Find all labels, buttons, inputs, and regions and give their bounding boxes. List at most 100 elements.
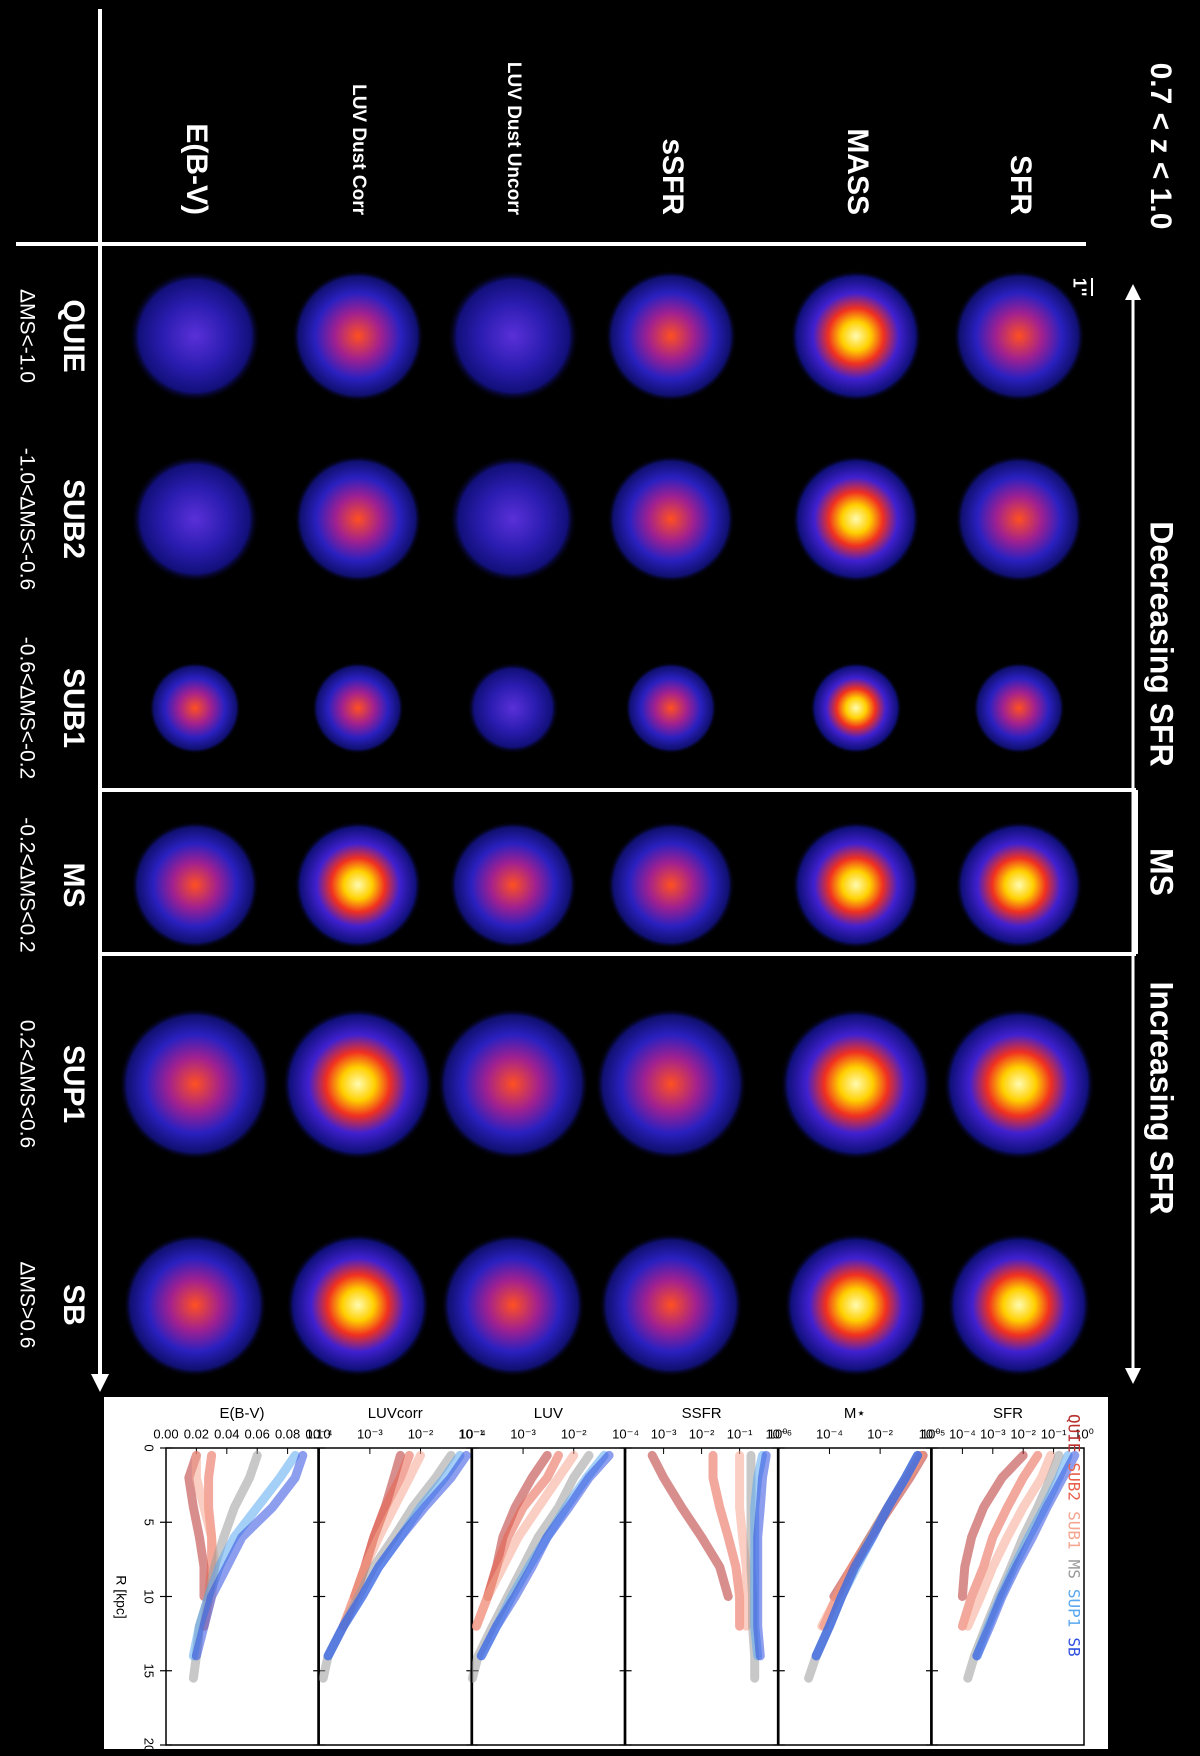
galaxy-map (286, 1233, 430, 1377)
column-label: SB (57, 1284, 90, 1326)
value-tick-label: 10⁻¹ (727, 1426, 753, 1441)
value-tick-label: 0.04 (214, 1426, 239, 1441)
value-tick-label: 0.00 (153, 1426, 178, 1441)
galaxy-map (792, 455, 920, 583)
panel-title: LUV (534, 1405, 563, 1422)
galaxy-map (595, 1008, 747, 1160)
r-axis-label: R [kpc] (113, 1575, 129, 1619)
galaxy-map (282, 1008, 434, 1160)
value-tick-label: 10⁻⁴ (816, 1426, 843, 1441)
value-tick-label: 0.08 (275, 1426, 300, 1441)
value-tick-label: 10⁻⁴ (612, 1426, 639, 1441)
galaxy-map (129, 270, 261, 402)
galaxy-map (467, 662, 559, 754)
legend-entry: QUIE (1065, 1414, 1084, 1453)
panel-title: LUVcorr (368, 1405, 423, 1422)
column-label: QUIE (57, 299, 90, 372)
galaxy-map (780, 1008, 932, 1160)
value-tick-label: 10⁻² (689, 1426, 715, 1441)
row-label: sSFR (656, 138, 689, 215)
side-label: Decreasing SFR (1144, 521, 1180, 766)
profile-band (647, 1450, 733, 1601)
value-tick-label: 10⁻⁴ (459, 1426, 486, 1441)
galaxy-map (312, 662, 404, 754)
galaxy-map (292, 270, 424, 402)
galaxy-map (437, 1008, 589, 1160)
panel-title: E(B-V) (220, 1405, 265, 1422)
column-label: SUB1 (57, 668, 90, 748)
galaxy-map (441, 1233, 585, 1377)
profile-band (811, 1450, 923, 1661)
value-tick-label: 0.06 (245, 1426, 270, 1441)
r-tick-label: 0 (142, 1444, 157, 1451)
galaxy-map (449, 821, 577, 949)
galaxy-map (955, 821, 1083, 949)
value-tick-label: 10⁻³ (510, 1426, 536, 1441)
value-tick-label: 0.02 (184, 1426, 209, 1441)
legend-entry: MS (1065, 1560, 1084, 1579)
galaxy-map (119, 1008, 271, 1160)
scale-bar-label: 1'' (1069, 278, 1089, 297)
profile-band (708, 1450, 745, 1631)
side-label: MS (1144, 848, 1180, 896)
galaxy-map (955, 455, 1083, 583)
galaxy-map (294, 455, 422, 583)
legend-entry: SUP1 (1065, 1589, 1084, 1628)
value-tick-label: 10⁻³ (980, 1426, 1006, 1441)
r-tick-label: 20 (142, 1738, 157, 1752)
value-tick-label: 10⁻¹ (458, 1426, 484, 1441)
column-range: 0.2<ΔMS<0.6 (15, 1020, 38, 1148)
row-label: SFR (1004, 155, 1037, 215)
plot-box (102, 1395, 1110, 1751)
galaxy-map (625, 662, 717, 754)
value-tick-label: 10⁰ (921, 1426, 941, 1441)
galaxy-map (131, 455, 259, 583)
row-label: LUV Dust Uncorr (503, 62, 524, 216)
profile-band (471, 1450, 579, 1631)
galaxy-map (943, 1008, 1095, 1160)
profile-band (476, 1450, 614, 1661)
value-tick-label: 10⁻⁵ (919, 1426, 946, 1441)
galaxy-map (149, 662, 241, 754)
arrowhead (91, 1374, 109, 1392)
column-label: SUP1 (57, 1045, 90, 1123)
legend-entry: SUB2 (1065, 1463, 1084, 1502)
galaxy-map (792, 821, 920, 949)
profile-band (972, 1450, 1080, 1661)
column-range: -0.6<ΔMS<-0.2 (15, 637, 38, 779)
figure-title: 0.7 < z < 1.0 (1144, 63, 1177, 230)
value-tick-label: 10⁻² (1010, 1426, 1036, 1441)
r-tick-label: 5 (142, 1519, 157, 1526)
legend-entry: SB (1065, 1637, 1084, 1656)
value-tick-label: 10⁻² (408, 1426, 434, 1441)
column-range: ΔMS>0.6 (15, 1262, 38, 1349)
galaxy-map (449, 455, 577, 583)
profile-band (184, 1450, 209, 1601)
value-tick-label: 10⁻¹ (1041, 1426, 1067, 1441)
profile-band (753, 1450, 771, 1661)
value-tick-label: 10⁰ (768, 1426, 788, 1441)
galaxy-map (131, 821, 259, 949)
column-label: SUB2 (57, 479, 90, 559)
profile-band (957, 1450, 1043, 1631)
galaxy-map (947, 1233, 1091, 1377)
value-tick-label: 10⁻² (561, 1426, 587, 1441)
galaxy-map (973, 662, 1065, 754)
column-range: ΔMS<-1.0 (15, 289, 38, 383)
galaxy-map (607, 455, 735, 583)
panel-title: SFR (993, 1405, 1023, 1422)
value-tick-label: 10⁻³ (651, 1426, 677, 1441)
galaxy-map (790, 270, 922, 402)
row-label: LUV Dust Corr (348, 84, 369, 216)
arrowhead (1125, 1368, 1141, 1384)
galaxy-map (953, 270, 1085, 402)
panel-title: SSFR (682, 1405, 722, 1422)
galaxy-map (123, 1233, 267, 1377)
profile-band (323, 1450, 471, 1661)
galaxy-map (294, 821, 422, 949)
galaxy-map (607, 821, 735, 949)
column-label: MS (57, 863, 90, 908)
profile-band (735, 1450, 751, 1631)
arrowhead (1125, 284, 1141, 300)
value-tick-label: 10⁻⁶ (765, 1426, 792, 1441)
